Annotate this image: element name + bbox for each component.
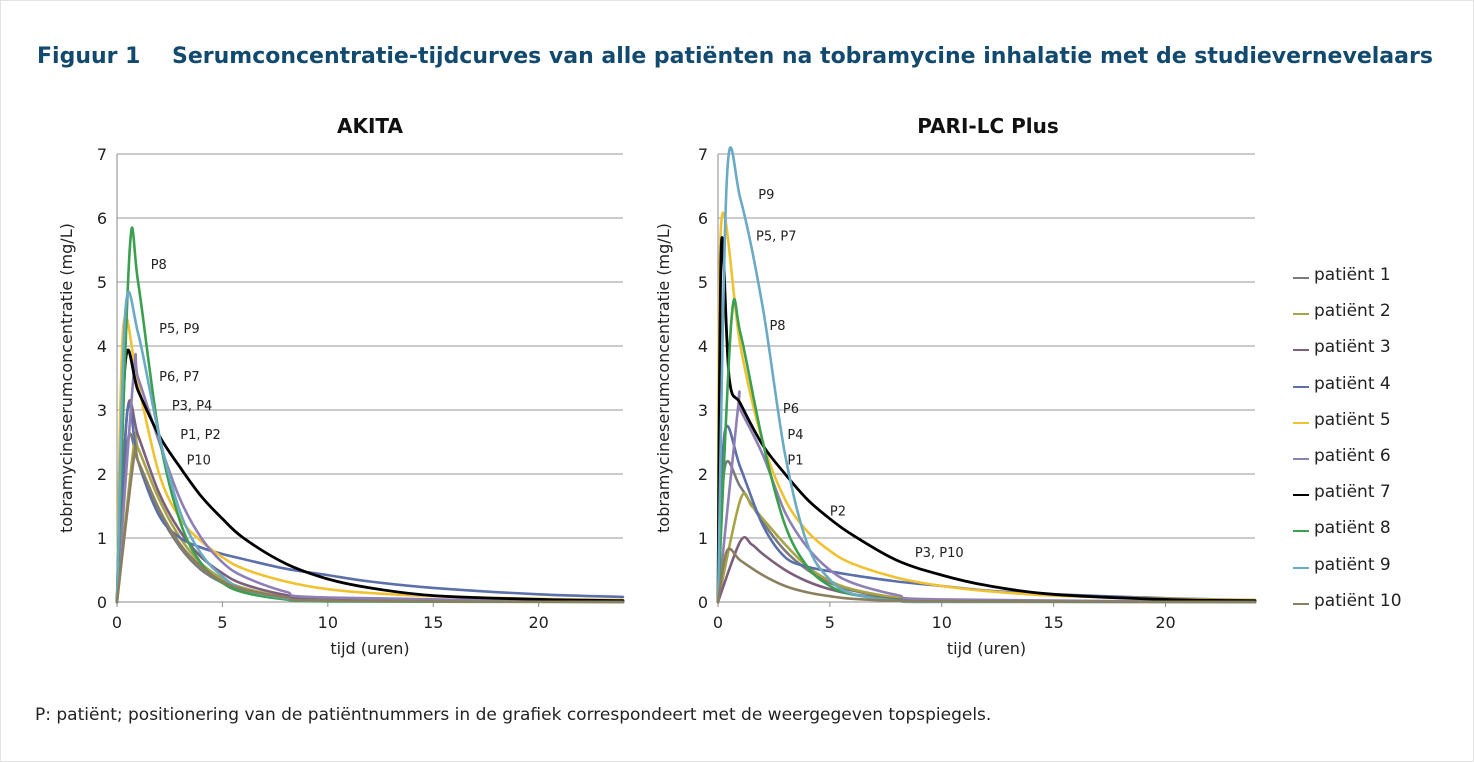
legend-label: patiënt 7: [1314, 482, 1391, 503]
legend-swatch: [1293, 566, 1309, 569]
legend-swatch: [1293, 385, 1309, 388]
y-tick-label: 6: [698, 209, 708, 228]
y-tick-label: 7: [97, 145, 107, 164]
legend-swatch: [1293, 277, 1309, 279]
series-line: [115, 348, 625, 604]
series-line: [716, 547, 1257, 604]
legend-label: patiënt 3: [1314, 337, 1391, 358]
peak-annotation: P10: [187, 453, 211, 468]
y-tick-label: 3: [97, 401, 107, 420]
peak-annotation: P3, P10: [915, 546, 964, 561]
y-tick-label: 4: [97, 337, 107, 356]
legend-item: patiënt 6: [1293, 443, 1463, 473]
legend-item: patiënt 3: [1293, 334, 1463, 364]
legend-swatch: [1293, 313, 1309, 316]
legend-item: patiënt 1: [1293, 262, 1463, 292]
peak-annotation: P9: [758, 188, 774, 203]
figure-title: Serumconcentratie-tijdcurves van alle pa…: [172, 44, 1433, 69]
x-axis-label: tijd (uren): [330, 639, 409, 658]
series-line: [716, 236, 1257, 604]
peak-annotation: P5, P7: [756, 229, 797, 244]
chart-title: PARI-LC Plus: [917, 114, 1058, 138]
y-tick-label: 2: [97, 465, 107, 484]
series-line: [115, 353, 625, 604]
legend-swatch: [1293, 530, 1309, 533]
legend-swatch: [1293, 602, 1309, 605]
series-line: [716, 298, 1257, 604]
series-line: [716, 459, 1257, 604]
series-line: [115, 445, 625, 604]
peak-annotation: P1, P2: [180, 428, 221, 443]
peak-annotation: P6, P7: [159, 370, 200, 385]
peak-annotation: P6: [783, 402, 799, 417]
x-axis-label: tijd (uren): [947, 639, 1026, 658]
legend-item: patiënt 4: [1293, 371, 1463, 401]
y-tick-label: 1: [698, 529, 708, 548]
legend-label: patiënt 1: [1314, 265, 1391, 285]
series-line: [716, 390, 1257, 604]
legend-label: patiënt 4: [1314, 373, 1391, 394]
x-tick-label: 15: [423, 613, 443, 632]
x-tick-label: 5: [825, 613, 835, 632]
y-tick-label: 1: [97, 529, 107, 548]
y-axis-label: tobramycineserumconcentratie (mg/L): [57, 223, 76, 533]
y-tick-label: 7: [698, 145, 708, 164]
legend-label: patiënt 10: [1314, 590, 1402, 611]
x-tick-label: 20: [1155, 613, 1175, 632]
peak-annotation: P8: [769, 319, 785, 334]
series-line: [115, 403, 625, 604]
legend-item: patiënt 5: [1293, 407, 1463, 437]
peak-annotation: P8: [151, 258, 167, 273]
legend-label: patiënt 8: [1314, 518, 1391, 539]
figure-number: Figuur 1: [37, 44, 141, 69]
x-tick-label: 0: [112, 613, 122, 632]
y-axis-label: tobramycineserumconcentratie (mg/L): [654, 223, 673, 533]
legend-label: patiënt 5: [1314, 409, 1391, 430]
legend-item: patiënt 2: [1293, 298, 1463, 328]
peak-annotation: P1: [787, 453, 803, 468]
y-tick-label: 2: [698, 465, 708, 484]
chart-title: AKITA: [337, 114, 404, 138]
y-tick-label: 5: [97, 273, 107, 292]
peak-annotation: P2: [830, 505, 846, 520]
x-tick-label: 0: [713, 613, 723, 632]
y-tick-label: 0: [698, 593, 708, 612]
y-tick-label: 0: [97, 593, 107, 612]
x-tick-label: 10: [318, 613, 338, 632]
peak-annotation: P4: [787, 428, 803, 443]
legend-swatch: [1293, 458, 1309, 460]
peak-annotation: P3, P4: [172, 399, 213, 414]
x-tick-label: 10: [932, 613, 952, 632]
legend-item: patiënt 10: [1293, 588, 1463, 618]
y-tick-label: 4: [698, 337, 708, 356]
x-tick-label: 15: [1043, 613, 1063, 632]
y-tick-label: 6: [97, 209, 107, 228]
y-tick-label: 3: [698, 401, 708, 420]
legend-item: patiënt 8: [1293, 515, 1463, 545]
legend-swatch: [1293, 349, 1309, 352]
x-tick-label: 20: [528, 613, 548, 632]
legend-label: patiënt 9: [1314, 554, 1391, 575]
legend-swatch: [1293, 494, 1309, 497]
x-tick-label: 5: [217, 613, 227, 632]
footnote: P: patiënt; positionering van de patiënt…: [35, 705, 992, 725]
peak-annotation: P5, P9: [159, 322, 200, 337]
legend-item: patiënt 7: [1293, 479, 1463, 509]
legend-label: patiënt 2: [1314, 301, 1391, 322]
legend-label: patiënt 6: [1314, 446, 1391, 466]
legend-item: patiënt 9: [1293, 552, 1463, 582]
y-tick-label: 5: [698, 273, 708, 292]
legend-swatch: [1293, 421, 1309, 424]
